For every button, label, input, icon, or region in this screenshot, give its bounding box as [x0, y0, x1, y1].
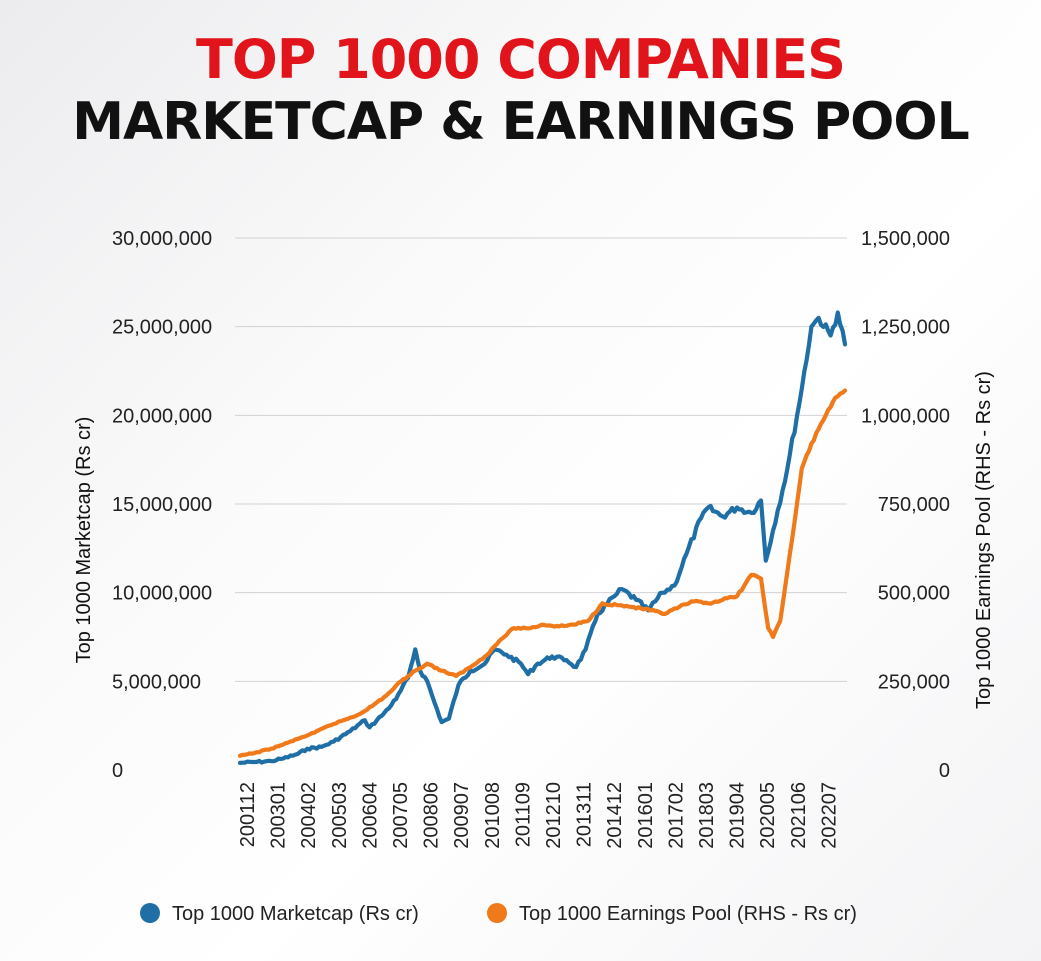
x-tick-label: 202106 — [788, 782, 810, 849]
x-tick-label: 201109 — [512, 782, 534, 847]
title-line-2: MARKETCAP & EARNINGS POOL — [72, 92, 969, 152]
y-axis-left-label: Top 1000 Marketcap (Rs cr) — [73, 417, 95, 664]
x-tick-label: 201008 — [482, 782, 504, 849]
series-line-marketcap — [237, 310, 848, 765]
legend: Top 1000 Marketcap (Rs cr) Top 1000 Earn… — [140, 903, 857, 925]
x-tick-label: 201311 — [574, 782, 596, 847]
y-left-tick-label: 10,000,000 — [112, 583, 212, 605]
y-right-tick-label: 500,000 — [878, 583, 950, 605]
x-tick-label: 201412 — [604, 782, 626, 849]
x-tick-label: 200402 — [298, 782, 320, 849]
legend-marker-marketcap — [140, 903, 160, 923]
legend-label-earnings: Top 1000 Earnings Pool (RHS - Rs cr) — [519, 903, 857, 925]
x-tick-label: 200604 — [359, 782, 381, 849]
x-tick-label: 200301 — [268, 782, 290, 849]
right-axis-ticks: 0 250,000 500,000 750,000 1,000,000 1,250,000… — [861, 228, 950, 782]
y-left-tick-label: 0 — [112, 760, 123, 782]
x-tick-label: 200806 — [421, 782, 443, 849]
series-line-earnings — [237, 388, 848, 758]
x-tick-label: 200907 — [451, 782, 473, 849]
y-right-tick-label: 750,000 — [878, 494, 950, 516]
y-left-tick-label: 15,000,000 — [112, 494, 212, 516]
x-tick-label: 201803 — [696, 782, 718, 849]
left-axis-ticks: 0 5,000,000 10,000,000 15,000,000 20,000,000… — [112, 228, 212, 782]
y-right-tick-label: 1,500,000 — [861, 228, 950, 250]
y-right-tick-label: 1,000,000 — [861, 405, 950, 427]
y-right-tick-label: 1,250,000 — [861, 317, 950, 339]
y-left-tick-label: 25,000,000 — [112, 317, 212, 339]
x-tick-label: 201904 — [727, 782, 749, 849]
legend-label-marketcap: Top 1000 Marketcap (Rs cr) — [172, 903, 419, 925]
x-tick-label: 200112 — [237, 782, 259, 847]
x-axis-ticks: 200112 200301 200402 200503 200604 200705 2008… — [237, 782, 840, 849]
y-right-tick-label: 250,000 — [878, 671, 950, 693]
y-right-tick-label: 0 — [939, 760, 950, 782]
x-tick-label: 200705 — [390, 782, 412, 849]
y-left-tick-label: 20,000,000 — [112, 405, 212, 427]
series-lines — [237, 310, 848, 765]
title-line-1: TOP 1000 COMPANIES — [196, 28, 846, 91]
gridlines — [235, 237, 847, 682]
x-tick-label: 200503 — [329, 782, 351, 849]
legend-marker-earnings — [487, 903, 507, 923]
x-tick-label: 201601 — [635, 782, 657, 849]
x-tick-label: 201210 — [543, 782, 565, 849]
y-left-tick-label: 5,000,000 — [112, 671, 201, 693]
x-tick-label: 202005 — [757, 782, 779, 849]
x-tick-label: 202207 — [818, 782, 840, 849]
y-left-tick-label: 30,000,000 — [112, 228, 212, 250]
x-tick-label: 201702 — [665, 782, 687, 849]
y-axis-right-label: Top 1000 Earnings Pool (RHS - Rs cr) — [973, 371, 995, 709]
